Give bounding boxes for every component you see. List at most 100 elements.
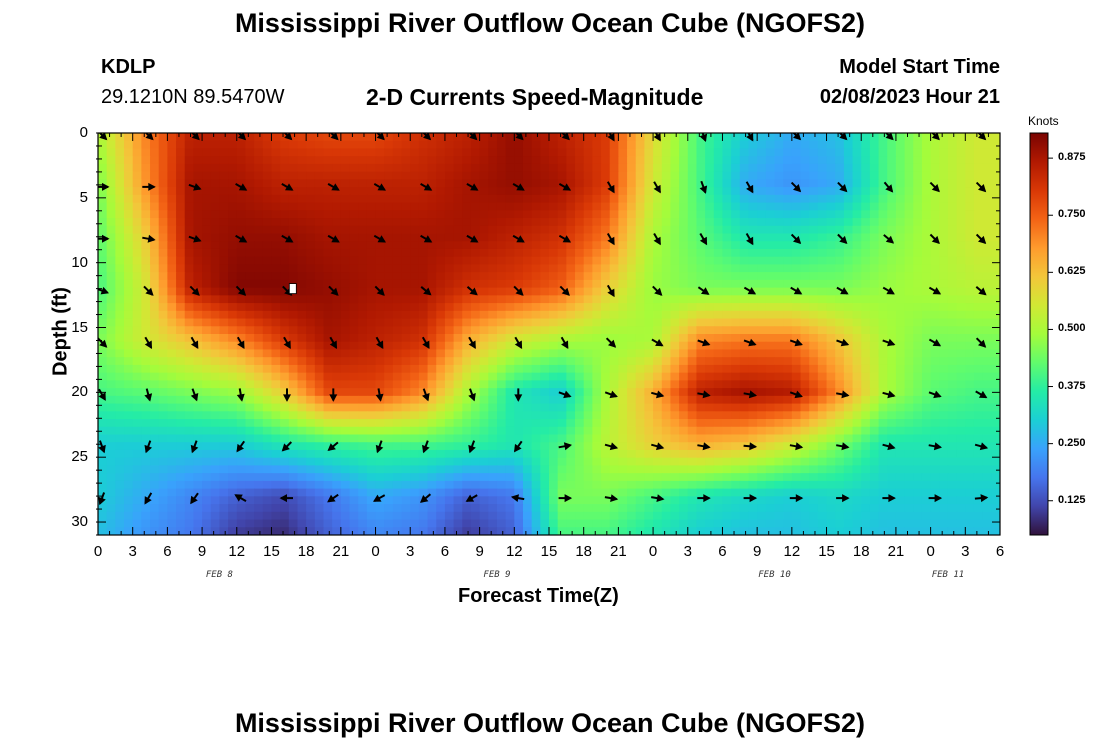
heatmap-cell: [852, 349, 862, 358]
heatmap-cell: [288, 496, 299, 505]
heatmap-cell: [124, 349, 134, 358]
heatmap-cell: [297, 388, 307, 397]
heatmap-cell: [809, 156, 819, 165]
heatmap-cell: [358, 272, 368, 281]
heatmap-cell: [323, 403, 333, 412]
heatmap-cell: [644, 364, 654, 374]
heatmap-cell: [783, 488, 793, 497]
heatmap-cell: [696, 241, 706, 250]
heatmap-cell: [705, 357, 715, 366]
heatmap-cell: [488, 295, 498, 304]
heatmap-cell: [748, 303, 758, 312]
heatmap-cell: [774, 248, 784, 258]
heatmap-cell: [800, 248, 810, 258]
heatmap-cell: [219, 241, 229, 250]
heatmap-cell: [150, 442, 160, 451]
heatmap-cell: [514, 372, 524, 381]
heatmap-cell: [236, 419, 247, 428]
heatmap-cell: [410, 303, 420, 312]
heatmap-cell: [150, 372, 160, 381]
heatmap-cell: [254, 256, 264, 266]
heatmap-cell: [921, 202, 932, 211]
heatmap-cell: [106, 233, 116, 242]
heatmap-cell: [722, 496, 732, 505]
heatmap-cell: [687, 218, 698, 227]
heatmap-cell: [765, 279, 776, 289]
heatmap-cell: [306, 171, 316, 180]
heatmap-cell: [453, 449, 463, 459]
heatmap-cell: [184, 171, 194, 180]
heatmap-cell: [800, 156, 810, 165]
heatmap-cell: [262, 434, 273, 443]
heatmap-cell: [132, 326, 142, 335]
heatmap-cell: [549, 442, 559, 451]
heatmap-cell: [358, 248, 368, 258]
heatmap-cell: [869, 372, 880, 381]
heatmap-cell: [817, 442, 828, 451]
heatmap-cell: [592, 163, 602, 173]
heatmap-cell: [644, 388, 654, 397]
heatmap-cell: [774, 163, 784, 173]
heatmap-cell: [288, 403, 299, 412]
heatmap-cell: [670, 148, 680, 157]
heatmap-cell: [791, 241, 802, 250]
heatmap-cell: [627, 318, 637, 327]
heatmap-cell: [852, 326, 862, 335]
heatmap-cell: [401, 349, 411, 358]
heatmap-cell: [271, 426, 281, 436]
heatmap-cell: [245, 364, 255, 374]
heatmap-cell: [306, 264, 316, 273]
heatmap-cell: [418, 256, 429, 266]
heatmap-cell: [991, 349, 1000, 358]
heatmap-cell: [453, 264, 463, 273]
heatmap-cell: [150, 295, 160, 304]
heatmap-cell: [618, 310, 628, 320]
heatmap-cell: [150, 341, 160, 351]
heatmap-cell: [601, 148, 611, 157]
heatmap-cell: [757, 241, 767, 250]
heatmap-cell: [184, 349, 194, 358]
heatmap-cell: [358, 496, 368, 505]
heatmap-cell: [670, 187, 680, 196]
heatmap-cell: [895, 449, 906, 459]
heatmap-cell: [314, 202, 325, 211]
heatmap-cell: [540, 473, 550, 482]
heatmap-cell: [861, 233, 871, 242]
heatmap-cell: [791, 403, 802, 412]
heatmap-cell: [904, 256, 914, 266]
heatmap-cell: [375, 480, 385, 490]
heatmap-cell: [540, 349, 550, 358]
heatmap-cell: [288, 442, 299, 451]
heatmap-cell: [470, 241, 481, 250]
heatmap-cell: [601, 372, 611, 381]
heatmap-cell: [774, 148, 784, 157]
heatmap-cell: [470, 194, 481, 204]
heatmap-cell: [418, 372, 429, 381]
heatmap-cell: [514, 148, 524, 157]
heatmap-cell: [713, 395, 724, 405]
heatmap-cell: [653, 179, 663, 188]
heatmap-cell: [280, 194, 290, 204]
heatmap-cell: [765, 403, 776, 412]
heatmap-cell: [887, 496, 897, 505]
heatmap-cell: [141, 225, 151, 235]
heatmap-cell: [531, 496, 541, 505]
heatmap-cell: [809, 411, 819, 420]
heatmap-cell: [557, 473, 567, 482]
heatmap-cell: [158, 434, 168, 443]
heatmap-cell: [150, 488, 160, 497]
heatmap-cell: [141, 148, 151, 157]
heatmap-cell: [202, 287, 212, 296]
heatmap-cell: [679, 256, 689, 266]
heatmap-cell: [644, 171, 654, 180]
heatmap-cell: [288, 357, 299, 366]
heatmap-cell: [245, 202, 255, 211]
heatmap-cell: [609, 372, 619, 381]
heatmap-cell: [627, 488, 637, 497]
heatmap-cell: [297, 426, 307, 436]
heatmap-cell: [557, 171, 567, 180]
heatmap-cell: [705, 411, 715, 420]
heatmap-cell: [228, 233, 238, 242]
heatmap-cell: [869, 388, 880, 397]
heatmap-cell: [470, 334, 481, 343]
